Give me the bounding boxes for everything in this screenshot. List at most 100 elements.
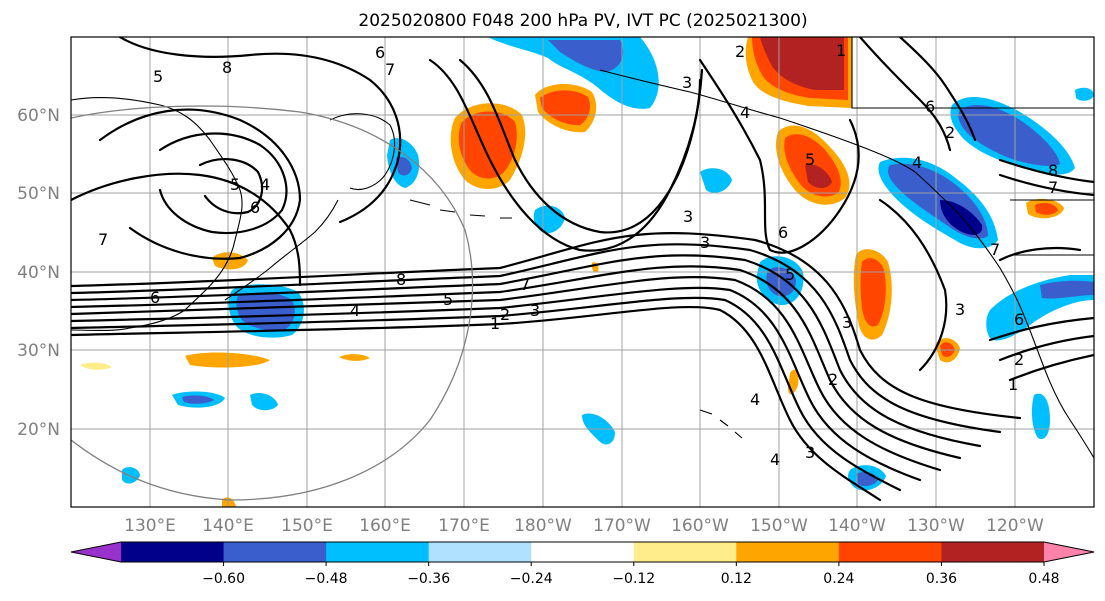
- pv-contour: [71, 254, 982, 448]
- ivt-positive-core: [760, 37, 844, 90]
- pv-label: 8: [396, 270, 406, 289]
- colorbar-tick-label: −0.12: [612, 571, 655, 587]
- lon-label: 150°W: [750, 516, 808, 536]
- ivt-negative-region: [1075, 87, 1094, 101]
- lat-label: 60°N: [17, 106, 60, 126]
- ivt-positive-core: [860, 258, 886, 327]
- pv-contour: [998, 173, 1094, 197]
- ivt-positive-region: [212, 252, 248, 270]
- plot-title: 2025020800 F048 200 hPa PV, IVT PC (2025…: [358, 11, 807, 31]
- alaska-coastline: [599, 69, 916, 173]
- ivt-shading: [80, 37, 1094, 507]
- pv-label: 6: [150, 288, 160, 307]
- pv-contour: [71, 243, 1002, 434]
- ivt-positive-core: [805, 164, 832, 188]
- pv-contour: [71, 296, 902, 492]
- pv-label: 3: [683, 207, 693, 226]
- ivt-positive-core: [1035, 202, 1058, 215]
- colorbar-segment: [531, 542, 635, 562]
- pv-contour: [198, 158, 264, 215]
- colorbar-segment: [633, 542, 737, 562]
- pv-label: 7: [1048, 178, 1058, 197]
- colorbar-segment: [941, 542, 1045, 562]
- coastlines: [71, 37, 1094, 459]
- lon-label: 140°E: [202, 516, 254, 536]
- pv-contour: [988, 316, 1094, 342]
- lon-label: 130°W: [907, 516, 965, 536]
- pv-contour: [898, 37, 977, 142]
- lon-label: 170°W: [593, 516, 651, 536]
- colorbar-segment: [121, 542, 225, 562]
- ivt-positive-region: [339, 354, 370, 361]
- ivt-negative-core: [396, 156, 412, 176]
- longitude-labels: 130°E 140°E 150°E 160°E 170°E 180°W 170°…: [124, 516, 1044, 536]
- pv-label: 4: [260, 175, 270, 194]
- lat-label: 30°N: [17, 341, 60, 361]
- pv-label: 1: [490, 314, 500, 333]
- lon-label: 170°E: [438, 516, 490, 536]
- colorbar-segment: [223, 542, 327, 562]
- pv-labels: 1 2 3 4 5 6 7 8 8 7 6 5 4 5 4 3 2 1 6 7 …: [98, 41, 1058, 469]
- lat-label: 40°N: [17, 263, 60, 283]
- pv-label: 7: [385, 60, 395, 79]
- pv-label: 3: [682, 73, 692, 92]
- ivt-negative-core: [940, 200, 983, 235]
- pv-label: 6: [375, 43, 385, 62]
- colorbar-tick-label: 0.12: [721, 571, 752, 587]
- ivt-negative-region: [1031, 393, 1050, 440]
- pv-contour: [71, 172, 302, 287]
- pv-label: 4: [350, 301, 360, 320]
- lat-label: 50°N: [17, 184, 60, 204]
- lon-label: 130°E: [124, 516, 176, 536]
- north-america-coastline: [914, 171, 1094, 459]
- japan-coastline: [224, 199, 339, 301]
- pv-label: 4: [750, 390, 760, 409]
- pv-contour: [998, 246, 1082, 262]
- pv-contour: [158, 132, 288, 235]
- pv-label: 7: [98, 230, 108, 249]
- colorbar-tick-label: −0.24: [510, 571, 553, 587]
- colorbar-tick-label: −0.48: [305, 571, 348, 587]
- pv-label: 5: [805, 150, 815, 169]
- lon-label: 150°E: [281, 516, 333, 536]
- lon-label: 160°W: [671, 516, 729, 536]
- colorbar: −0.60 −0.48 −0.36 −0.24 −0.12 0.12 0.24 0.36 0.4…: [70, 541, 1095, 587]
- colorbar-tick-label: −0.36: [407, 571, 450, 587]
- pv-contours: [71, 37, 1094, 502]
- ivt-negative-region: [122, 467, 140, 484]
- pv-contour: [858, 37, 952, 152]
- pv-label: 3: [530, 301, 540, 320]
- pv-label: 3: [842, 313, 852, 332]
- ivt-negative-region: [700, 168, 732, 193]
- ivt-negative-core: [182, 395, 214, 404]
- canada-boundary: [851, 37, 1094, 109]
- pv-label: 5: [230, 175, 240, 194]
- ivt-negative-region: [533, 205, 565, 234]
- great-circle-boundary: [71, 105, 474, 501]
- pv-label: 6: [778, 223, 788, 242]
- pv-contour: [98, 108, 302, 260]
- pv-label: 6: [1014, 310, 1024, 329]
- pv-label: 2: [945, 123, 955, 142]
- pv-contour: [118, 37, 402, 224]
- pv-label: 2: [828, 370, 838, 389]
- ivt-positive-region: [80, 362, 112, 370]
- pv-contour: [998, 334, 1094, 362]
- pv-contour: [71, 232, 1022, 420]
- ivt-positive-region: [222, 497, 236, 507]
- colorbar-segment: [736, 542, 840, 562]
- lon-label: 120°W: [986, 516, 1044, 536]
- ivt-negative-core: [1040, 280, 1094, 299]
- pv-contour: [71, 276, 942, 472]
- colorbar-segment: [326, 542, 430, 562]
- pv-label: 1: [836, 41, 846, 60]
- pv-contour: [71, 305, 882, 502]
- ivt-negative-core: [548, 40, 624, 72]
- pv-label: 7: [990, 240, 1000, 259]
- pv-label: 4: [740, 103, 750, 122]
- pv-label: 4: [912, 153, 922, 172]
- lat-label: 20°N: [17, 420, 60, 440]
- lon-label: 180°W: [514, 516, 572, 536]
- pv-label: 2: [1014, 350, 1024, 369]
